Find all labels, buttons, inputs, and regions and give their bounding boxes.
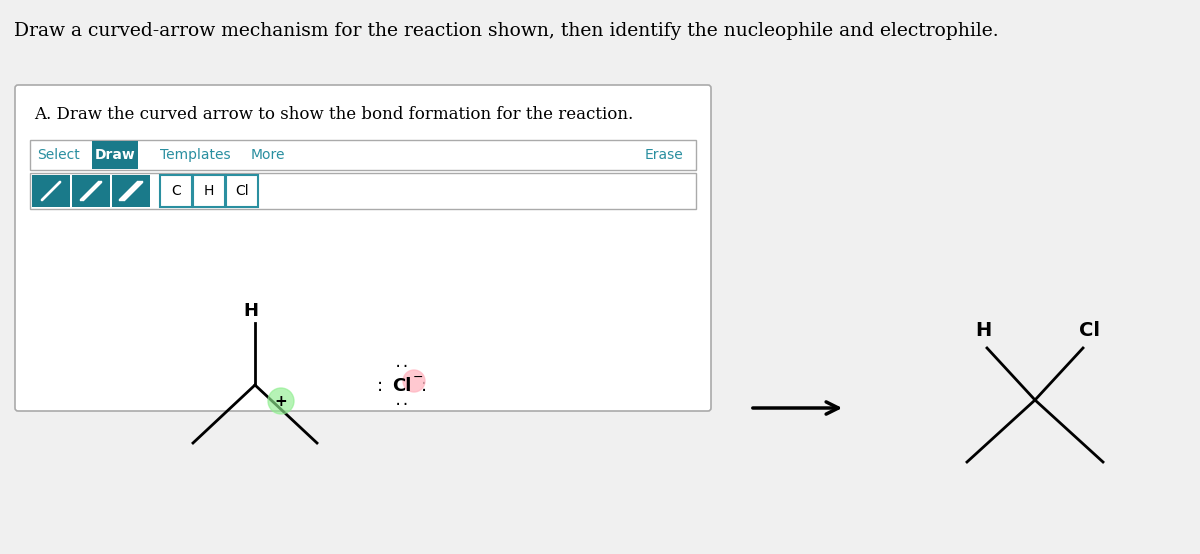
FancyBboxPatch shape (30, 173, 696, 209)
FancyBboxPatch shape (14, 85, 710, 411)
Text: Cl: Cl (235, 184, 248, 198)
Text: Cl: Cl (1080, 321, 1100, 340)
Text: :: : (421, 377, 427, 395)
Text: A. Draw the curved arrow to show the bond formation for the reaction.: A. Draw the curved arrow to show the bon… (34, 106, 634, 123)
Text: H: H (244, 302, 258, 320)
FancyBboxPatch shape (92, 141, 138, 169)
Text: H: H (974, 321, 991, 340)
FancyBboxPatch shape (193, 175, 226, 207)
FancyBboxPatch shape (226, 175, 258, 207)
Text: Draw a curved-arrow mechanism for the reaction shown, then identify the nucleoph: Draw a curved-arrow mechanism for the re… (14, 22, 998, 40)
Text: Select: Select (37, 148, 79, 162)
Text: More: More (251, 148, 286, 162)
Text: :: : (377, 377, 383, 395)
FancyBboxPatch shape (160, 175, 192, 207)
FancyBboxPatch shape (72, 175, 110, 207)
FancyBboxPatch shape (112, 175, 150, 207)
Text: ··: ·· (394, 360, 410, 374)
Text: −: − (413, 371, 424, 383)
Text: Draw: Draw (95, 148, 136, 162)
Text: C: C (172, 184, 181, 198)
Circle shape (268, 388, 294, 414)
Text: +: + (275, 393, 287, 408)
Text: H: H (204, 184, 214, 198)
Text: ··: ·· (394, 398, 410, 412)
FancyBboxPatch shape (32, 175, 70, 207)
Circle shape (403, 370, 425, 392)
FancyBboxPatch shape (30, 140, 696, 170)
Text: Templates: Templates (160, 148, 230, 162)
Text: Cl: Cl (392, 377, 412, 395)
Text: Erase: Erase (644, 148, 683, 162)
